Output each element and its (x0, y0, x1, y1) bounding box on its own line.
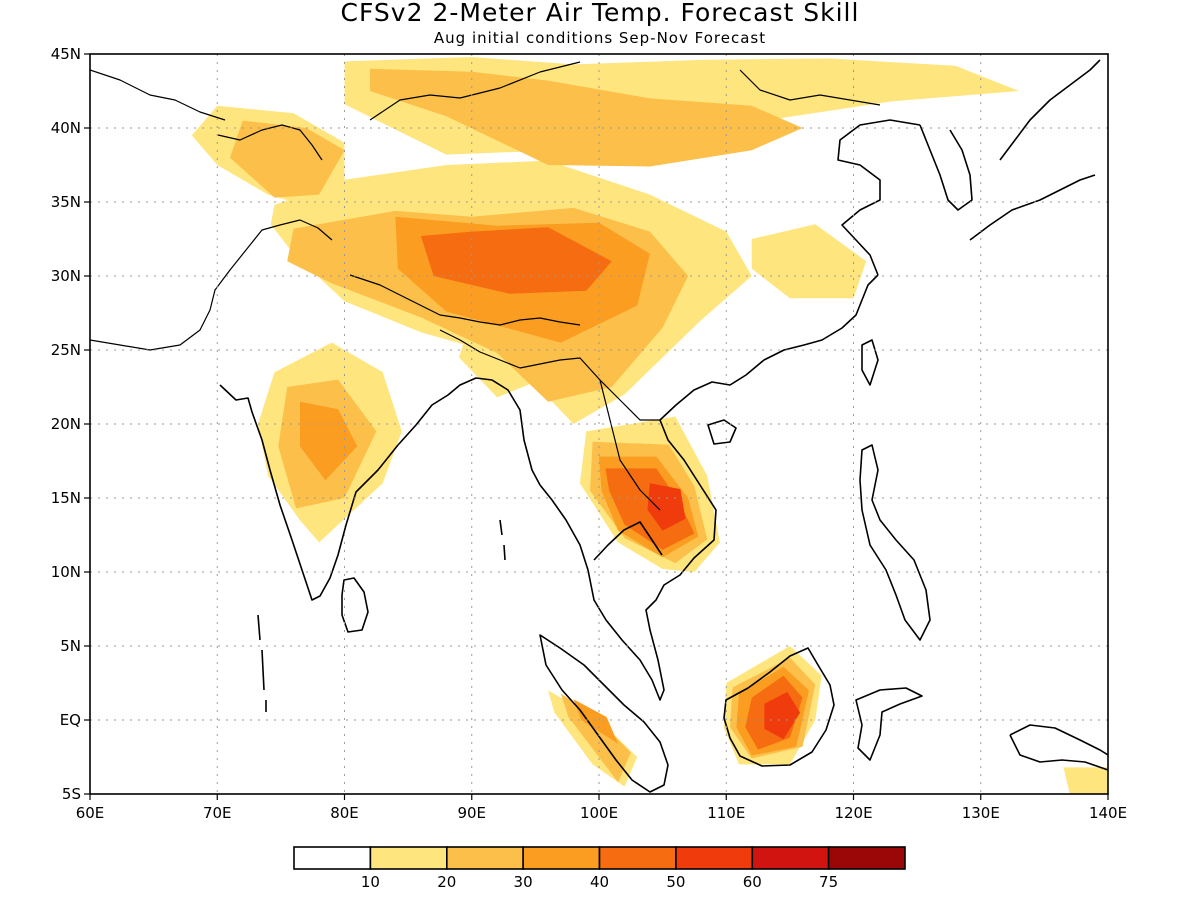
colorbar-label: 30 (514, 873, 533, 891)
hainan-coastline (707, 419, 737, 445)
china-coast-north (837, 119, 921, 276)
skill-shading (191, 57, 1108, 794)
colorbar-swatch (369, 846, 448, 870)
colorbar-label: 75 (819, 873, 838, 891)
gulf-of-thailand (593, 521, 663, 561)
colorbar-label: 40 (590, 873, 609, 891)
skill-region-level-5 (647, 483, 686, 531)
colorbar-swatch (445, 846, 524, 870)
colorbar-swatch (827, 846, 906, 870)
y-tick-label: 10N (51, 563, 81, 581)
x-tick-label: 110E (707, 804, 745, 822)
y-tick-label: 30N (51, 267, 81, 285)
chart-subtitle: Aug initial conditions Sep-Nov Forecast (433, 29, 767, 47)
andaman-islands (257, 519, 506, 712)
korea-coastline (919, 124, 973, 211)
graticule (90, 54, 1108, 794)
y-tick-label: 20N (51, 415, 81, 433)
national-borders (90, 61, 881, 511)
sumatra-coastline (539, 634, 669, 793)
colorbar-label: 60 (743, 873, 762, 891)
sulawesi-coastline (855, 687, 923, 761)
skill-region-level-5 (764, 691, 801, 740)
skill-region-level-4 (420, 227, 612, 294)
x-tick-label: 70E (203, 804, 232, 822)
japan-coastline (969, 59, 1101, 241)
colorbar-swatch (598, 846, 677, 870)
y-tick-label: 25N (51, 341, 81, 359)
y-tick-label: 35N (51, 193, 81, 211)
coastlines (90, 59, 1108, 793)
colorbar-swatch (675, 846, 754, 870)
y-tick-label: EQ (60, 711, 81, 729)
skill-region-level-2 (560, 693, 631, 783)
sri-lanka-coastline (341, 577, 369, 633)
axis-ticks: 60E 70E 80E 90E 100E 110E 120E 130E 140E 45N 40N 35… (51, 45, 1127, 822)
taiwan-coastline (861, 339, 879, 386)
skill-region-level-1 (751, 224, 867, 299)
new-guinea-coastline (1009, 724, 1108, 771)
y-tick-label: 5N (60, 637, 81, 655)
skill-region-level-3 (573, 699, 619, 744)
colorbar-swatch (751, 846, 830, 870)
x-tick-label: 60E (76, 804, 105, 822)
y-tick-label: 45N (51, 45, 81, 63)
x-tick-label: 130E (962, 804, 1000, 822)
x-tick-label: 80E (330, 804, 359, 822)
philippines-coastline (859, 444, 931, 641)
skill-region-level-2 (230, 120, 345, 198)
colorbar-swatch (522, 846, 601, 870)
colorbar-label: 20 (437, 873, 456, 891)
y-tick-label: 15N (51, 489, 81, 507)
x-tick-label: 100E (580, 804, 618, 822)
y-tick-label: 5S (62, 785, 81, 803)
indochina-coastline (539, 274, 879, 701)
skill-region-level-3 (300, 401, 358, 481)
colorbar: 10 20 30 40 50 60 75 (293, 846, 906, 891)
y-tick-label: 40N (51, 119, 81, 137)
chart-title: CFSv2 2-Meter Air Temp. Forecast Skill (340, 0, 860, 27)
colorbar-label: 50 (666, 873, 685, 891)
x-tick-label: 120E (834, 804, 872, 822)
x-tick-label: 140E (1089, 804, 1127, 822)
borneo-coastline (723, 647, 835, 767)
colorbar-label: 10 (361, 873, 380, 891)
colorbar-swatch (293, 846, 372, 870)
skill-region-level-1 (1063, 767, 1108, 794)
x-tick-label: 90E (457, 804, 486, 822)
india-coastline (219, 377, 541, 601)
